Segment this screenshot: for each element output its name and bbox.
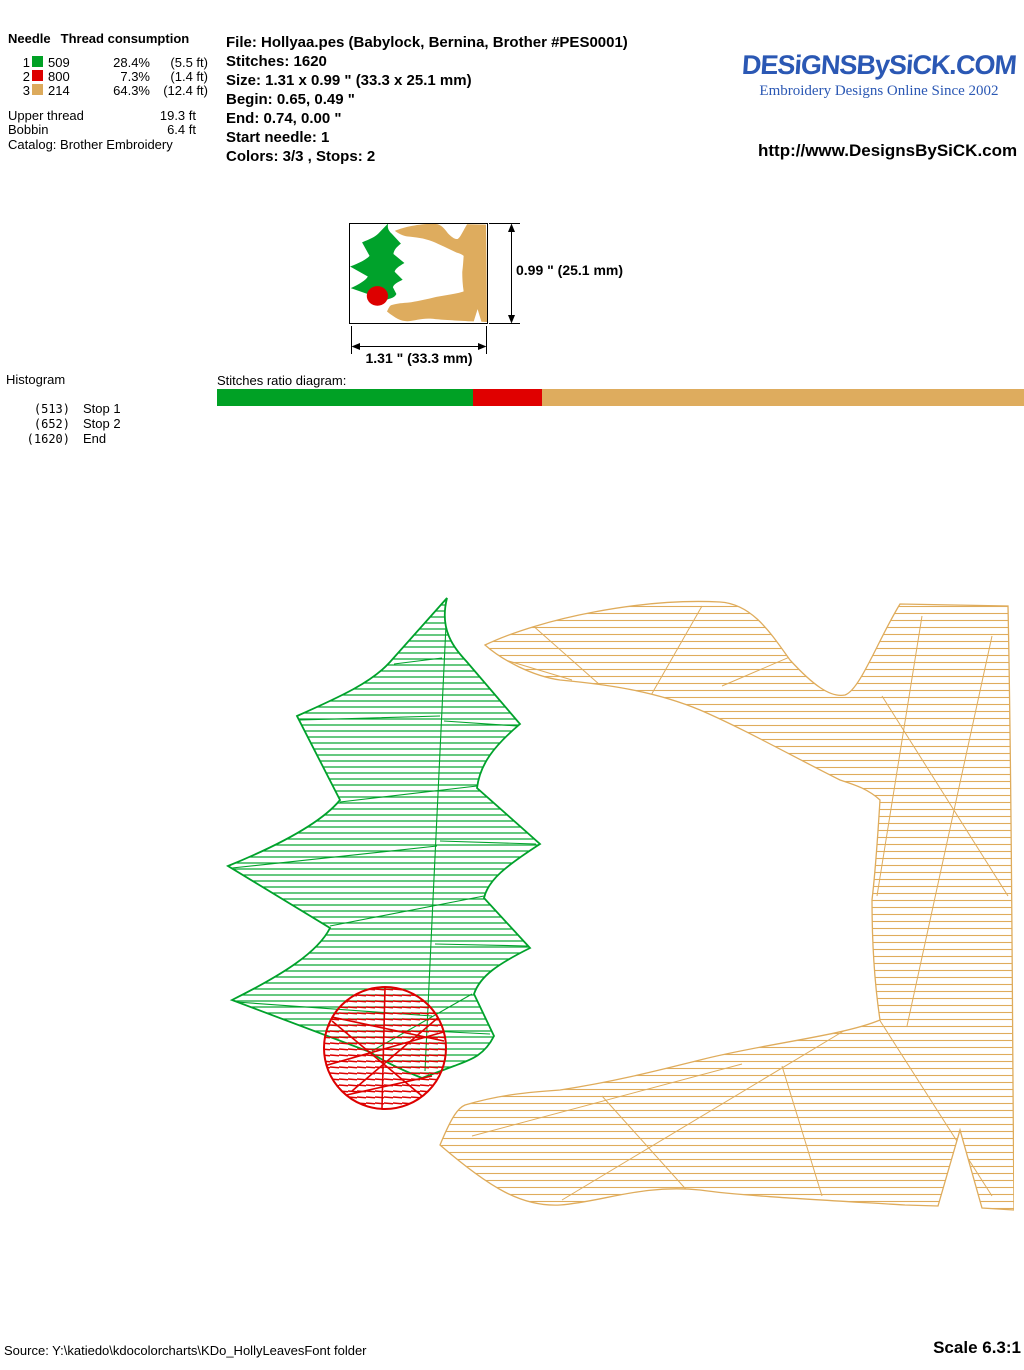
- width-dimension-label: 1.31 " (33.3 mm): [365, 350, 473, 366]
- stitch-count: (652): [33, 416, 70, 431]
- needle-number: 2: [22, 69, 30, 84]
- needle-number: 3: [22, 83, 30, 98]
- dimension-arrowheads: [351, 223, 515, 350]
- thread-length: (1.4 ft): [170, 69, 208, 84]
- stitch-count: (513): [33, 401, 70, 416]
- upper-thread-value: 19.3 ft: [159, 108, 196, 123]
- begin-line: Begin: 0.65, 0.49 ": [226, 91, 355, 108]
- thread-percent: 64.3%: [113, 83, 150, 98]
- histogram-row: (652) Stop 2: [8, 416, 121, 431]
- ratio-segment-red: [472, 389, 543, 406]
- histogram-title: Histogram: [6, 372, 66, 387]
- needle-row: 1 509 28.4% (5.5 ft): [18, 55, 208, 70]
- tan-ribbon-shape: [439, 600, 1014, 1211]
- file-info-block: File: Hollyaa.pes (Babylock, Bernina, Br…: [226, 33, 628, 166]
- needle-number: 1: [22, 55, 30, 70]
- bobbin-label: Bobbin: [8, 122, 49, 137]
- thread-color-swatch: [32, 70, 43, 81]
- stitch-count-line: Stitches: 1620: [226, 53, 327, 70]
- stitches-ratio-bar: [217, 389, 1024, 406]
- ratio-segment-tan: [542, 389, 1024, 406]
- thread-length: (5.5 ft): [170, 55, 208, 70]
- needle-row: 2 800 7.3% (1.4 ft): [18, 69, 208, 84]
- scale-label: Scale 6.3:1: [933, 1338, 1021, 1357]
- stitch-preview-large: [227, 597, 1014, 1211]
- catalog-label: Catalog: Brother Embroidery: [8, 137, 173, 152]
- stitch-count: (1620): [26, 431, 70, 446]
- thread-color-swatch: [32, 56, 43, 67]
- thread-color-swatch: [32, 84, 43, 95]
- needle-column-header: Needle: [8, 31, 51, 46]
- end-line: End: 0.74, 0.00 ": [226, 110, 342, 127]
- thread-code: 509: [48, 55, 70, 70]
- thread-length: (12.4 ft): [163, 83, 208, 98]
- stitches-ratio-label: Stitches ratio diagram:: [217, 373, 347, 388]
- bobbin-value: 6.4 ft: [167, 122, 196, 137]
- histogram-row: (513) Stop 1: [8, 401, 121, 416]
- height-dimension-label: 0.99 " (25.1 mm): [516, 262, 624, 278]
- upper-thread-label: Upper thread: [8, 108, 84, 123]
- size-line: Size: 1.31 x 0.99 " (33.3 x 25.1 mm): [226, 72, 472, 89]
- start-needle-line: Start needle: 1: [226, 129, 330, 146]
- berry-travel-stitches: [324, 987, 446, 1109]
- histogram-row: (1620) End: [8, 431, 121, 446]
- thread-code: 800: [48, 69, 70, 84]
- stop-label: End: [83, 431, 107, 446]
- ratio-segment-green: [217, 389, 473, 406]
- thread-code: 214: [48, 83, 70, 98]
- website-url: http://www.DesignsBySiCK.com: [758, 141, 1018, 160]
- thread-consumption-column-header: Thread consumption: [60, 31, 190, 46]
- dimension-lines: [351, 223, 520, 354]
- stop-label: Stop 2: [83, 416, 121, 431]
- designsbysick-logo: DESiGNSBySiCK.COM Embroidery Designs Onl…: [734, 50, 1024, 100]
- design-bounding-box: [349, 223, 488, 324]
- source-path: Source: Y:\katiedo\kdocolorcharts\KDo_Ho…: [4, 1343, 367, 1358]
- file-name-line: File: Hollyaa.pes (Babylock, Bernina, Br…: [226, 34, 628, 51]
- thread-percent: 28.4%: [113, 55, 150, 70]
- dimension-overlay: [349, 223, 520, 354]
- histogram-rows: (513) Stop 1 (652) Stop 2 (1620) End: [8, 401, 121, 446]
- thread-percent: 7.3%: [120, 69, 150, 84]
- colors-stops-line: Colors: 3/3 , Stops: 2: [226, 148, 376, 165]
- logo-tagline: Embroidery Designs Online Since 2002: [759, 83, 999, 99]
- thread-consumption-table: Needle Thread consumption 1 509 28.4% (5…: [8, 31, 208, 152]
- logo-title: DESiGNSBySiCK.COM: [740, 50, 1018, 80]
- needle-row: 3 214 64.3% (12.4 ft): [18, 83, 208, 98]
- stop-label: Stop 1: [83, 401, 121, 416]
